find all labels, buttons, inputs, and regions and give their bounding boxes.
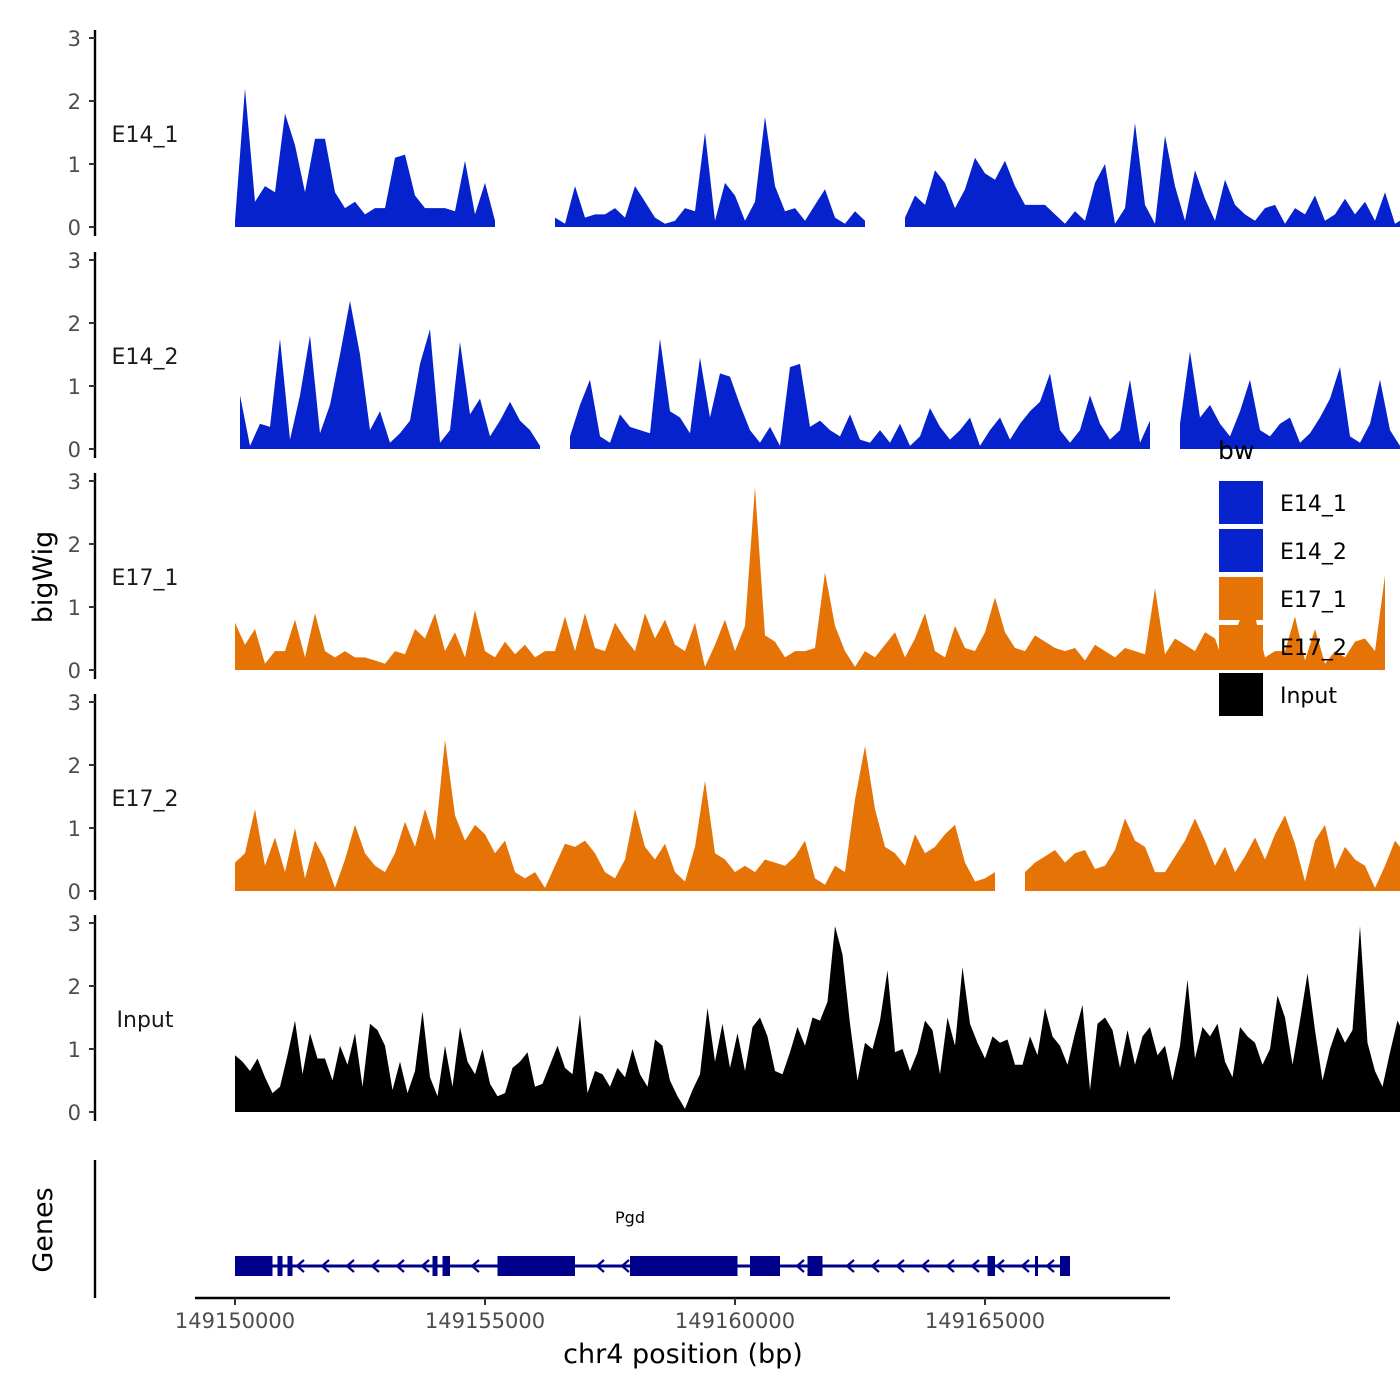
area-series [235,88,495,228]
gene-name-label: Pgd [615,1208,645,1227]
y-tick-label: 0 [68,1101,81,1125]
y-tick-label: 2 [68,533,81,557]
strand-arrow [795,1259,805,1273]
track-e14-1: 0 1 2 3 E14_1 [68,27,1400,240]
gene-exon [750,1256,780,1276]
legend-label: E17_1 [1280,588,1347,613]
track-e14-2: 0 1 2 3 E14_2 [68,249,1400,462]
track-input: 0 1 2 3 Input [68,912,1400,1125]
y-tick-label: 3 [68,912,81,936]
x-tick-label: 149160000 [675,1309,795,1333]
strand-arrow [320,1259,330,1273]
legend-swatch [1219,577,1263,620]
area-series [235,487,1385,670]
strand-arrow [420,1259,430,1273]
x-axis: 149150000 149155000 149160000 149165000 [175,1296,1170,1333]
gene-exon [630,1256,738,1276]
y-axis-title: bigWig [28,531,59,624]
y-tick-label: 2 [68,312,81,336]
x-tick-label: 149150000 [175,1309,295,1333]
y-tick-label: 1 [68,1038,81,1062]
legend-label: E14_1 [1280,492,1347,517]
strand-arrow [895,1259,905,1273]
track-e17-2: 0 1 2 3 E17_2 [68,691,1400,904]
track-e17-1: 0 1 2 3 E17_1 [68,470,1385,683]
area-series [235,926,1400,1112]
strand-arrow [995,1259,1005,1273]
area-series [235,739,995,891]
genes-layer: Pgd [93,1160,1070,1298]
y-tick-label: 1 [68,596,81,620]
y-tick-label: 0 [68,216,81,240]
area-series [555,116,865,227]
strand-arrow [370,1259,380,1273]
gene-exon [987,1256,995,1276]
gene-exon [287,1256,293,1276]
area-series [1025,815,1400,891]
track-label: E14_1 [112,123,179,148]
y-tick-label: 2 [68,975,81,999]
gene-exon [1035,1256,1038,1276]
strand-arrow [945,1259,955,1273]
strand-arrow [1045,1259,1055,1273]
track-label: E17_2 [112,787,179,812]
y-tick-label: 1 [68,153,81,177]
area-series [1180,351,1400,449]
strand-arrow [470,1259,480,1273]
strand-arrow [595,1259,605,1273]
area-series [570,338,1150,449]
legend: E14_1 E14_2 E17_1 E17_2 Input [1219,481,1347,716]
y-tick-label: 3 [68,470,81,494]
area-series [905,123,1400,227]
y-tick-label: 2 [68,754,81,778]
gene-exon [277,1256,283,1276]
gene-exon [432,1256,438,1276]
strand-arrow [345,1259,355,1273]
strand-arrow [845,1259,855,1273]
strand-arrow [920,1259,930,1273]
legend-label: Input [1280,684,1337,709]
y-tick-label: 1 [68,375,81,399]
x-axis-title: chr4 position (bp) [563,1339,803,1370]
legend-swatch [1219,481,1263,524]
strand-arrow [295,1259,305,1273]
y-tick-label: 3 [68,27,81,51]
track-label: E14_2 [112,345,179,370]
legend-swatch [1219,529,1263,572]
legend-swatch [1219,625,1263,668]
gene-exon [497,1256,575,1276]
gene-exon [1060,1256,1070,1276]
gene-exon [442,1256,450,1276]
area-series [240,300,540,449]
y-tick-label: 0 [68,438,81,462]
y-tick-label: 0 [68,659,81,683]
strand-arrow [620,1259,630,1273]
y-tick-label: 3 [68,249,81,273]
y-tick-label: 0 [68,880,81,904]
genes-axis-title: Genes [28,1187,59,1272]
gene-exon [807,1256,823,1276]
x-tick-label: 149165000 [925,1309,1045,1333]
strand-arrow [1020,1259,1030,1273]
strand-arrow [970,1259,980,1273]
track-label: Input [117,1008,174,1033]
y-tick-label: 2 [68,90,81,114]
y-tick-label: 1 [68,817,81,841]
legend-swatch [1219,673,1263,716]
legend-label: E17_2 [1280,636,1347,661]
gene-exon [235,1256,273,1276]
strand-arrow [870,1259,880,1273]
tracks-layer: 0 1 2 3 E14_1 0 1 2 3 E14_2 0 1 2 3 E17_1 0 1 2 3 E17_2 0 1 2 3… [68,27,1400,1125]
strand-arrow [395,1259,405,1273]
y-tick-label: 3 [68,691,81,715]
legend-label: E14_2 [1280,540,1347,565]
track-label: E17_1 [112,566,179,591]
legend-title: bw [1218,436,1254,465]
x-tick-label: 149155000 [425,1309,545,1333]
